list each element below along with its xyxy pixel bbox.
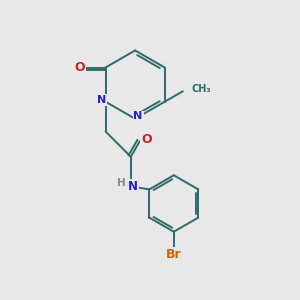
Text: H: H — [117, 178, 126, 188]
Text: Br: Br — [166, 248, 182, 260]
Text: CH₃: CH₃ — [191, 84, 211, 94]
Text: N: N — [134, 111, 143, 122]
Text: N: N — [128, 180, 138, 193]
Text: O: O — [141, 133, 152, 146]
Text: O: O — [74, 61, 85, 74]
Text: N: N — [97, 95, 106, 105]
